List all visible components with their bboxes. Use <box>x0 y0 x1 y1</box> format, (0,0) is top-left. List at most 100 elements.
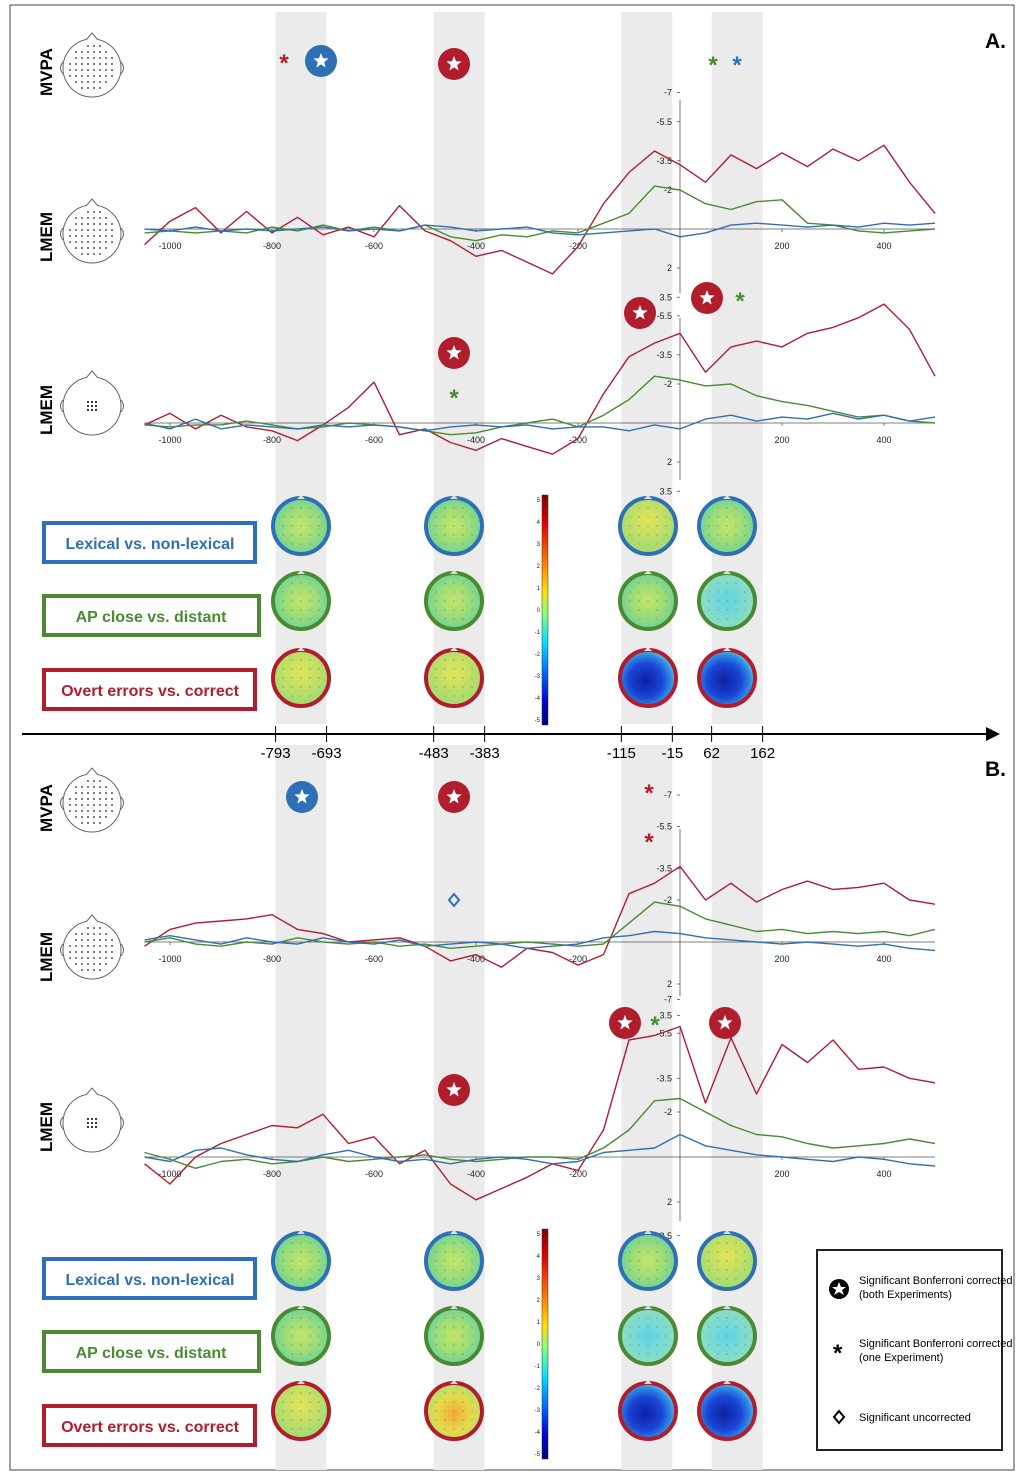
topo-map-a-ap-w2-electrode <box>471 600 473 602</box>
topo-map-b-ap-w4-electrode <box>726 1317 728 1319</box>
time-axis-tick-label: -693 <box>312 745 342 762</box>
topo-map-a-ap-w3-electrode <box>629 600 631 602</box>
head-icon-mvpa-b-electrode <box>111 798 113 800</box>
head-icon-lmem-b2-electrode <box>94 1121 98 1125</box>
x-tick-label: -600 <box>365 241 383 251</box>
topo-map-a-ap-w2-electrode <box>471 591 473 593</box>
topo-map-b-errors-w3-electrode <box>629 1401 631 1403</box>
topo-map-b-ap-w2-electrode <box>453 1326 455 1328</box>
topo-map-b-lexical-w4-electrode <box>726 1260 728 1262</box>
topo-map-b-ap-w1-electrode <box>300 1344 302 1346</box>
head-icon-lmem-b1-electrode <box>99 969 101 971</box>
topo-map-b-lexical-w1-electrode <box>282 1251 284 1253</box>
topo-map-b-ap-w4-nose <box>723 1305 731 1309</box>
topo-map-b-ap-w2-electrode <box>453 1317 455 1319</box>
topo-map-b-ap-w1-electrode <box>291 1353 293 1355</box>
topo-map-a-lexical-w4-electrode <box>717 516 719 518</box>
head-icon-mvpa-b-electrode <box>81 792 83 794</box>
head-icon-mvpa-b-electrode <box>75 792 77 794</box>
topo-map-b-lexical-w1-electrode <box>309 1278 311 1280</box>
topo-map-a-lexical-w3-electrode <box>629 534 631 536</box>
head-icon-lmem-a1-electrode <box>93 229 95 231</box>
head-icon-mvpa-a-electrode <box>81 81 83 83</box>
topo-map-b-ap-w3-electrode <box>656 1326 658 1328</box>
topo-map-a-lexical-w2-electrode <box>435 525 437 527</box>
topo-map-b-errors-w4-electrode <box>735 1419 737 1421</box>
colorbar-tick-label: 3 <box>537 1276 541 1282</box>
topo-map-b-lexical-w4-electrode <box>717 1242 719 1244</box>
topo-map-b-errors-w1-electrode <box>300 1419 302 1421</box>
topo-map-a-lexical-w3-electrode <box>665 525 667 527</box>
topo-map-b-ap-w2-electrode <box>462 1344 464 1346</box>
x-tick-label: 200 <box>774 1169 789 1179</box>
topo-map-b-errors-w4-electrode <box>708 1401 710 1403</box>
asterisk-marker-ap-a-lmem1: * <box>735 288 745 315</box>
time-axis-arrowhead <box>986 727 1000 741</box>
topo-map-b-ap-w2-electrode <box>462 1317 464 1319</box>
topo-map-b-ap-w1-electrode <box>318 1326 320 1328</box>
topo-map-b-ap-w1-electrode <box>318 1335 320 1337</box>
topo-map-b-errors-w2-electrode <box>444 1410 446 1412</box>
topo-map-a-lexical-w4 <box>697 495 757 556</box>
contrast-box-lexical-a <box>42 521 257 564</box>
x-tick-label: -600 <box>365 1169 383 1179</box>
topo-map-a-ap-w2-electrode <box>444 609 446 611</box>
topo-map-b-ap-w4-electrode <box>708 1326 710 1328</box>
topo-map-b-errors-w3-nose <box>644 1380 652 1384</box>
head-icon-mvpa-a-electrode <box>99 75 101 77</box>
head-icon-lmem-b1-electrode <box>87 927 89 929</box>
head-icon-mvpa-a-electrode <box>81 75 83 77</box>
head-icon-mvpa-b-electrode <box>81 816 83 818</box>
topo-map-a-errors-w3-electrode <box>665 686 667 688</box>
topo-map-a-lexical-w1-electrode <box>318 516 320 518</box>
head-icon-lmem-b1-electrode <box>75 957 77 959</box>
topo-map-a-errors-w3-electrode <box>638 695 640 697</box>
head-icon-mvpa-a-electrode <box>93 63 95 65</box>
topo-map-a-lexical-w1-electrode <box>291 543 293 545</box>
topo-map-b-errors-w1-electrode <box>318 1401 320 1403</box>
topo-map-a-errors-w1-electrode <box>300 677 302 679</box>
topo-map-b-ap-w3-electrode <box>647 1335 649 1337</box>
topo-map-a-errors-w3-electrode <box>647 668 649 670</box>
topo-map-b-ap-w1-electrode <box>282 1344 284 1346</box>
topo-map-a-lexical-w3-electrode <box>656 516 658 518</box>
topo-map-a-lexical-w1-electrode <box>309 534 311 536</box>
topo-map-a-errors-w4-electrode <box>744 677 746 679</box>
head-icon-mvpa-b-electrode <box>81 804 83 806</box>
topo-map-a-errors-w1-electrode <box>291 677 293 679</box>
head-icon-mvpa-b-electrode <box>111 804 113 806</box>
head-icon-mvpa-a-electrode <box>75 81 77 83</box>
topo-map-a-ap-w3-electrode <box>647 591 649 593</box>
topo-map-a-errors-w1-electrode <box>318 668 320 670</box>
topo-map-a-errors-w1-electrode <box>309 677 311 679</box>
topo-map-a-errors-w3-electrode <box>638 668 640 670</box>
topo-map-b-ap-w3-electrode <box>647 1326 649 1328</box>
topo-map-b-errors-w1-electrode <box>291 1419 293 1421</box>
topo-map-b-ap-w4-electrode <box>726 1353 728 1355</box>
topo-map-a-ap-w3-electrode <box>656 591 658 593</box>
colorbar-tick-label: -4 <box>535 1430 541 1436</box>
head-icon-mvpa-a <box>60 32 124 98</box>
topo-map-a-lexical-w1-electrode <box>300 543 302 545</box>
topo-map-a-ap-w4-electrode <box>726 591 728 593</box>
topo-map-b-lexical-w2-electrode <box>444 1269 446 1271</box>
x-tick-label: -1000 <box>158 954 181 964</box>
topo-map-b-ap-w4-electrode <box>717 1317 719 1319</box>
topo-map-b-errors-w2-electrode <box>435 1410 437 1412</box>
topo-map-b-lexical-w2-electrode <box>462 1278 464 1280</box>
y-tick-label: 3.5 <box>659 1011 672 1021</box>
topo-map-b-errors-w1-nose <box>297 1380 305 1384</box>
y-tick-label: -3.5 <box>656 864 672 874</box>
head-icon-mvpa-b-electrode <box>93 816 95 818</box>
head-icon-lmem-a2-electrode <box>94 408 98 412</box>
topo-map-a-lexical-w3-electrode <box>638 525 640 527</box>
topo-map-a-errors-w4-electrode <box>717 668 719 670</box>
topo-map-b-ap-w4-electrode <box>717 1353 719 1355</box>
topo-map-a-ap-w1-electrode <box>300 582 302 584</box>
head-icon-lmem-b1-electrode <box>93 951 95 953</box>
head-icon-mvpa-b-electrode <box>99 798 101 800</box>
head-icon-lmem-b1-electrode <box>81 969 83 971</box>
head-icon-mvpa-a-electrode <box>81 87 83 89</box>
topo-map-b-errors-w2-electrode <box>435 1401 437 1403</box>
head-icon-mvpa-b-electrode <box>99 816 101 818</box>
